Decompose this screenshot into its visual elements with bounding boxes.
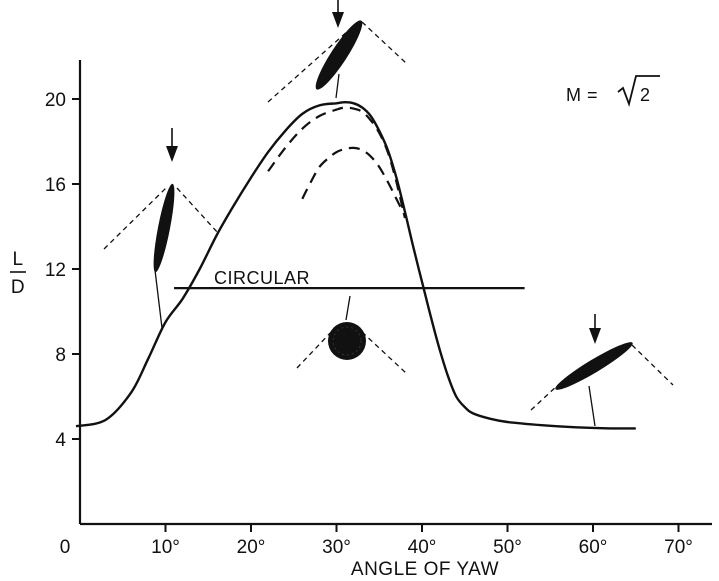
mach-annotation-prefix: M = xyxy=(566,85,598,105)
y-axis-title-numerator: L xyxy=(12,249,23,270)
cross-section-sketch-60deg xyxy=(530,314,674,427)
y-tick-label: 12 xyxy=(45,260,66,281)
x-tick-label: 0 xyxy=(60,537,71,558)
series-main-curve xyxy=(75,100,636,430)
sketch-circle-icon xyxy=(328,322,366,360)
sketch-wing-left xyxy=(267,21,359,103)
sketch-wing-left xyxy=(296,329,334,369)
x-axis-title: ANGLE OF YAW xyxy=(351,559,499,580)
sketch-leader-line xyxy=(588,385,596,427)
y-tick-label: 8 xyxy=(55,345,66,366)
y-tick-label: 4 xyxy=(55,430,66,451)
y-ticks: 4 8 12 16 20 xyxy=(45,90,80,451)
arrow-down-icon xyxy=(332,12,344,28)
sketch-leader-line xyxy=(154,269,163,329)
series-layer xyxy=(75,100,636,430)
y-axis-title-denominator: D xyxy=(11,277,25,298)
x-tick-label: 70° xyxy=(664,537,693,558)
arrow-down-icon xyxy=(166,146,178,162)
y-tick-label: 16 xyxy=(45,175,66,196)
sketch-wing-right xyxy=(361,21,407,64)
sketch-circle-texture xyxy=(332,326,362,356)
cross-section-sketch-30deg xyxy=(267,0,407,103)
mach-annotation-value: 2 xyxy=(640,85,651,105)
x-tick-label: 40° xyxy=(408,537,437,558)
sketch-ellipse-icon xyxy=(153,183,175,273)
sketch-ellipse-icon xyxy=(315,20,363,90)
series-dashed-upper xyxy=(267,106,406,219)
x-tick-label: 60° xyxy=(579,537,608,558)
sketch-wing-right xyxy=(176,187,219,234)
sketch-wing-left xyxy=(103,187,167,250)
sketch-leader-line xyxy=(335,73,340,99)
x-tick-label: 20° xyxy=(237,537,266,558)
sketch-wing-right xyxy=(361,331,407,374)
x-tick-label: 50° xyxy=(493,537,522,558)
sketch-wing-left xyxy=(530,384,559,411)
y-tick-label: 20 xyxy=(45,90,66,111)
x-ticks: 0 10° 20° 30° 40° 50° 60° 70° xyxy=(60,524,693,558)
cross-section-sketch-circular xyxy=(296,295,407,374)
sketch-leader-line xyxy=(345,295,351,321)
sketch-ellipse-icon xyxy=(555,342,633,390)
circular-label: CIRCULAR xyxy=(214,268,310,288)
sqrt-symbol-icon xyxy=(617,75,660,108)
series-dashed-lower xyxy=(301,146,406,217)
y-axis-title: L D xyxy=(10,249,26,298)
cross-section-sketch-10deg xyxy=(103,128,219,329)
x-tick-label: 10° xyxy=(151,537,180,558)
sketch-wing-right xyxy=(631,344,674,386)
arrow-down-icon xyxy=(589,328,601,344)
x-tick-label: 30° xyxy=(322,537,351,558)
mach-annotation: M = 2 xyxy=(566,75,660,108)
